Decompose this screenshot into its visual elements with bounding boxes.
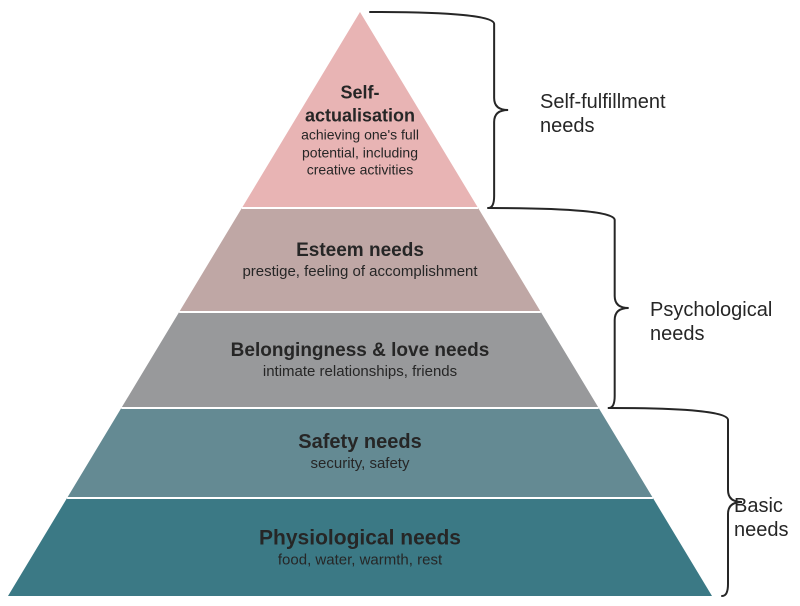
tier-self-actualisation xyxy=(242,12,478,208)
tier-physiological xyxy=(8,498,712,596)
tier-safety xyxy=(67,408,653,498)
group-label-basic: Basic needs xyxy=(734,494,789,542)
maslow-pyramid-diagram: Self- actualisationachieving one's full … xyxy=(0,0,800,606)
group-label-self-fulfillment: Self-fulfillment needs xyxy=(540,90,666,138)
tier-belongingness xyxy=(121,312,598,408)
tier-esteem xyxy=(179,208,541,312)
group-label-psychological: Psychological needs xyxy=(650,298,772,346)
